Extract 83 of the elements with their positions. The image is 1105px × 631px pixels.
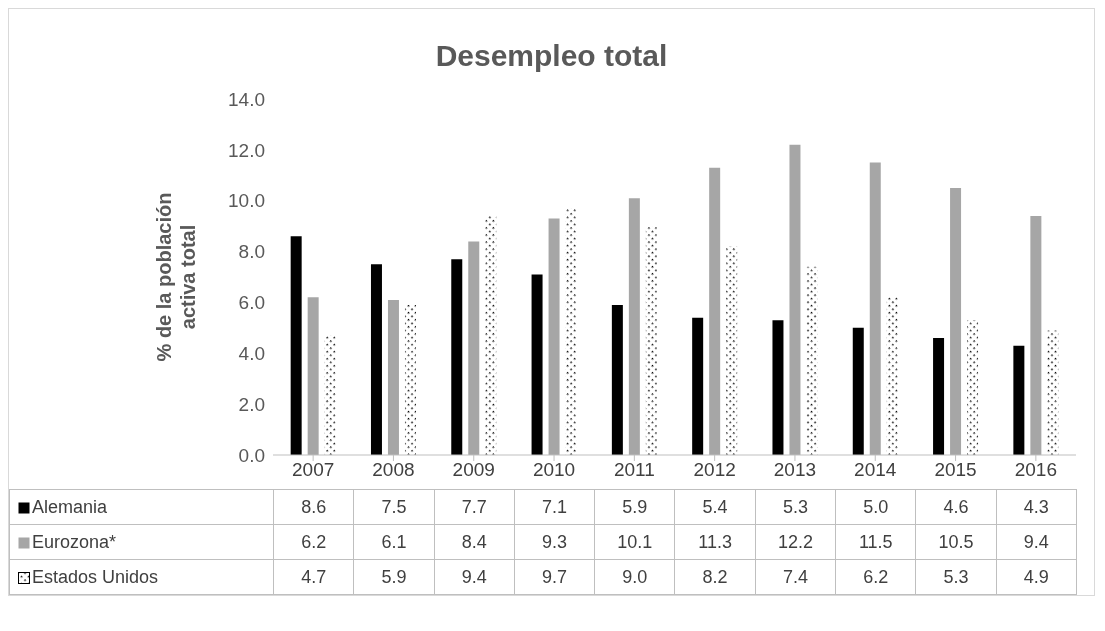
data-label: 9.4 [434,559,515,595]
y-tick-label: 10.0 [228,190,265,212]
bar [290,236,302,455]
data-label: 7.4 [755,559,836,595]
data-label: 6.2 [273,524,354,560]
legend-label: Eurozona* [9,524,274,560]
data-label: 9.7 [514,559,595,595]
x-tick-label: 2007 [292,459,335,481]
bar [324,335,336,455]
bar [967,320,979,455]
bar [307,297,319,455]
data-label: 4.9 [996,559,1077,595]
bar [611,304,623,455]
bar [531,274,543,455]
bar [933,338,945,455]
data-label: 4.6 [915,489,997,525]
y-tick-label: 8.0 [238,241,265,263]
legend-label: Alemania [9,489,274,525]
data-label: 5.0 [835,489,916,525]
data-label: 7.1 [514,489,595,525]
y-tick-label: 14.0 [228,88,265,110]
x-tick-label: 2013 [773,459,817,481]
bar [869,162,881,455]
bar [1030,215,1042,455]
bar [1013,345,1025,455]
bar [852,327,864,455]
x-tick-label: 2011 [613,459,655,481]
bar [726,246,738,455]
data-label: 7.5 [353,489,435,525]
data-label: 5.9 [353,559,435,595]
bar [692,317,704,455]
bar [468,241,480,455]
x-tick-label: 2014 [854,459,897,481]
bar [628,198,640,455]
bar [370,264,382,455]
bar [1047,330,1059,455]
bar [950,188,962,455]
x-tick-label: 2010 [532,459,576,481]
legend-label: Estados Unidos [9,559,274,595]
x-tick-label: 2012 [693,459,736,481]
y-tick-label: 0.0 [238,444,265,466]
bar [886,297,898,455]
data-label: 7.7 [434,489,515,525]
data-label: 10.1 [594,524,675,560]
data-label: 9.0 [594,559,675,595]
y-axis-title: % de la población activa total [153,192,199,362]
data-label: 4.7 [273,559,354,595]
bar [645,226,657,455]
data-label: 5.3 [915,559,997,595]
data-label: 8.6 [273,489,354,525]
x-tick-label: 2008 [372,459,415,481]
y-tick-label: 2.0 [238,393,265,415]
x-tick-label: 2015 [934,459,977,481]
data-label: 5.3 [755,489,836,525]
data-label: 9.4 [996,524,1077,560]
y-tick-label: 12.0 [228,139,265,161]
data-label: 4.3 [996,489,1077,525]
bar [485,215,497,455]
data-label: 8.2 [674,559,756,595]
data-label: 5.9 [594,489,675,525]
data-label: 10.5 [915,524,997,560]
bar [565,208,577,455]
bar [709,167,721,455]
x-tick-label: 2016 [1014,459,1057,481]
bar [548,218,560,455]
bar [404,304,416,455]
data-label: 9.3 [514,524,595,560]
data-label: 11.3 [674,524,756,560]
bar [806,266,818,455]
bar [789,144,801,455]
x-tick-label: 2009 [452,459,495,481]
bar [387,299,399,455]
data-label: 8.4 [434,524,515,560]
data-label: 6.2 [835,559,916,595]
data-label: 11.5 [835,524,916,560]
y-tick-label: 4.0 [238,343,265,365]
bar [451,259,463,455]
data-label: 6.1 [353,524,435,560]
y-tick-label: 6.0 [238,292,265,314]
chart-title: Desempleo total [434,39,669,74]
data-label: 12.2 [755,524,836,560]
bar [772,320,784,455]
data-label: 5.4 [674,489,756,525]
